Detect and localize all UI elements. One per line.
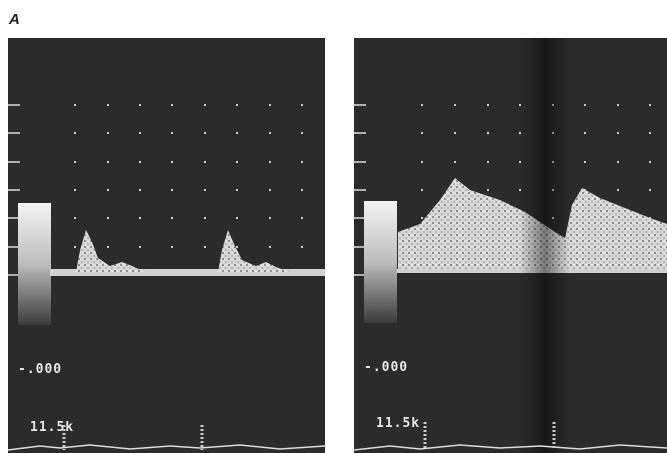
grid-dot xyxy=(269,189,271,191)
figure-label: A xyxy=(8,11,20,28)
doppler-panel: -.000 11.5k xyxy=(354,38,667,453)
grid-dot xyxy=(269,132,271,134)
grid-dot xyxy=(617,189,619,191)
grid-dot xyxy=(74,161,76,163)
grid-dot xyxy=(421,161,423,163)
grid-dot xyxy=(649,161,651,163)
grid-dot xyxy=(454,161,456,163)
grid-dot xyxy=(236,104,238,106)
grid-dot xyxy=(617,161,619,163)
grid-dot xyxy=(649,104,651,106)
grid-dot xyxy=(204,246,206,248)
grid-dot xyxy=(584,161,586,163)
grid-dot xyxy=(139,246,141,248)
grid-dot xyxy=(584,132,586,134)
grid-dot xyxy=(171,104,173,106)
grid-dot xyxy=(139,217,141,219)
grid-dot xyxy=(301,161,303,163)
grid-dot xyxy=(139,189,141,191)
grid-dot xyxy=(236,161,238,163)
doppler-panel: -.000 11.5k xyxy=(8,38,325,453)
grid-dot xyxy=(269,217,271,219)
grid-dot xyxy=(421,104,423,106)
grid-dot xyxy=(584,104,586,106)
grid-dot xyxy=(301,104,303,106)
grid-dot xyxy=(269,104,271,106)
grid-dot xyxy=(301,189,303,191)
grid-dot xyxy=(301,217,303,219)
frequency-label: 11.5k xyxy=(376,416,420,431)
grid-dot xyxy=(74,217,76,219)
grid-dot xyxy=(649,132,651,134)
grid-dot xyxy=(301,132,303,134)
grid-dot xyxy=(204,161,206,163)
grid-dot xyxy=(617,104,619,106)
grid-dot xyxy=(421,132,423,134)
grid-dot xyxy=(171,217,173,219)
grid-dot xyxy=(269,246,271,248)
grid-dot xyxy=(487,189,489,191)
grid-dot xyxy=(487,104,489,106)
grid-dot xyxy=(74,189,76,191)
grid-dot xyxy=(139,104,141,106)
grid-dot xyxy=(74,246,76,248)
grid-dot xyxy=(454,104,456,106)
grid-dot xyxy=(74,132,76,134)
grid-dot xyxy=(107,132,109,134)
grid-dot xyxy=(236,217,238,219)
grid-dot xyxy=(107,189,109,191)
grid-dot xyxy=(204,189,206,191)
scale-label: -.000 xyxy=(18,362,62,377)
grid-dot xyxy=(301,246,303,248)
frequency-label: 11.5k xyxy=(30,420,74,435)
grid-dot xyxy=(171,189,173,191)
grid-dot xyxy=(421,217,423,219)
grid-dot xyxy=(487,132,489,134)
grid-dot xyxy=(236,132,238,134)
panel-background xyxy=(8,38,325,453)
grid-dot xyxy=(204,217,206,219)
scale-label: -.000 xyxy=(364,360,408,375)
grid-dot xyxy=(454,132,456,134)
grid-dot xyxy=(487,161,489,163)
grid-dot xyxy=(421,189,423,191)
grid-dot xyxy=(107,161,109,163)
grid-dot xyxy=(204,104,206,106)
grid-dot xyxy=(236,189,238,191)
gray-scale-bar xyxy=(364,201,397,323)
grid-dot xyxy=(139,132,141,134)
grid-dot xyxy=(139,161,141,163)
grid-dot xyxy=(617,132,619,134)
grid-dot xyxy=(236,246,238,248)
grid-dot xyxy=(171,132,173,134)
grid-dot xyxy=(74,104,76,106)
grid-dot xyxy=(204,132,206,134)
grid-dot xyxy=(269,161,271,163)
shadow-band xyxy=(520,38,570,453)
grid-dot xyxy=(171,246,173,248)
grid-dot xyxy=(649,189,651,191)
gray-scale-bar xyxy=(18,203,51,325)
figure: A -.000 11.5k -.000 11.5k xyxy=(0,0,667,453)
grid-dot xyxy=(171,161,173,163)
grid-dot xyxy=(107,104,109,106)
grid-dot xyxy=(107,217,109,219)
grid-dot xyxy=(107,246,109,248)
